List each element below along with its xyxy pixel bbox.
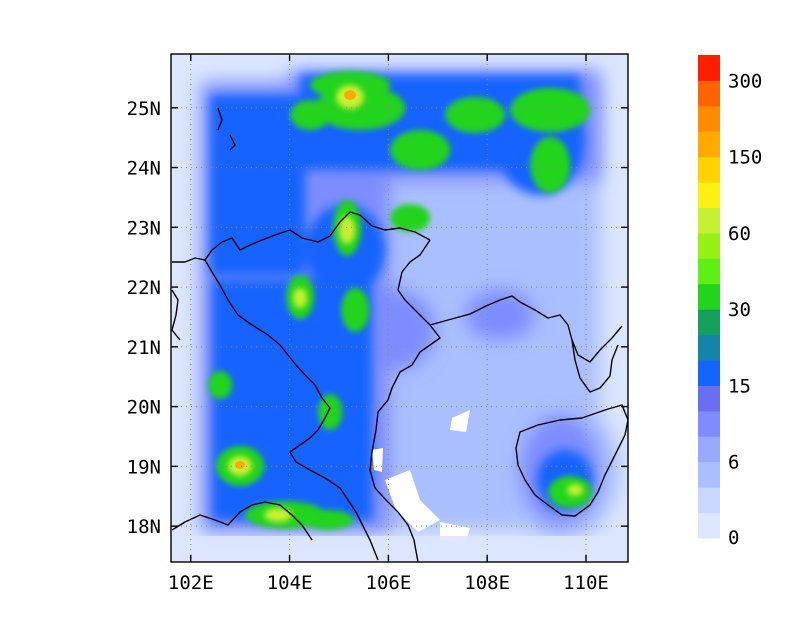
- field-level-orange: [235, 90, 356, 469]
- precipitation-field: [171, 54, 628, 562]
- colorbar-swatch: [698, 385, 720, 412]
- colorbar-swatch: [698, 461, 720, 488]
- coastlines-and-borders: [171, 107, 628, 562]
- colorbar-swatch: [698, 334, 720, 361]
- y-tick-label: 25N: [127, 98, 161, 120]
- colorbar-label: 6: [728, 452, 739, 474]
- x-tick-label: 108E: [464, 572, 510, 594]
- grid-lines: [171, 54, 628, 562]
- colorbar-label: 150: [728, 147, 762, 169]
- colorbar-swatch: [698, 512, 720, 539]
- x-tick-label: 102E: [168, 572, 214, 594]
- x-tick-label: 110E: [563, 572, 609, 594]
- y-axis: 18N 19N 20N 21N 22N 23N 24N 25N: [127, 98, 628, 538]
- colorbar-swatch: [698, 80, 720, 107]
- field-outer-blank: [171, 536, 628, 562]
- colorbar-label: 300: [728, 70, 762, 92]
- colorbar-label: 60: [728, 223, 751, 245]
- leizhou-peninsula: [571, 339, 619, 393]
- colorbar-swatch: [698, 131, 720, 158]
- y-tick-label: 19N: [127, 456, 161, 478]
- y-tick-label: 22N: [127, 277, 161, 299]
- colorbar-swatch: [698, 55, 720, 81]
- x-tick-label: 104E: [267, 572, 313, 594]
- colorbar-swatch: [698, 207, 720, 234]
- x-tick-label: 106E: [366, 572, 412, 594]
- yunnan-fragment: [217, 107, 236, 151]
- china-vietnam-border: [172, 211, 431, 263]
- laos-thailand-border: [171, 501, 313, 541]
- colorbar-swatch: [698, 360, 720, 386]
- x-axis: 102E 104E 106E 108E 110E: [168, 54, 609, 594]
- laos-vietnam-border: [204, 259, 379, 561]
- colorbar-swatch: [698, 182, 720, 209]
- colorbar-label: 0: [728, 527, 739, 549]
- y-tick-label: 21N: [127, 337, 161, 359]
- myanmar-laos-border: [171, 289, 181, 341]
- y-tick-label: 18N: [127, 516, 161, 538]
- colorbar: 0 6 15 30 60 150 300: [698, 55, 762, 549]
- vietnam-coastline: [369, 239, 441, 562]
- colorbar-swatch: [698, 156, 720, 183]
- china-coastline-gulf: [429, 295, 623, 363]
- colorbar-swatch: [698, 232, 720, 259]
- colorbar-swatch: [698, 283, 720, 310]
- colorbar-swatch: [698, 487, 720, 514]
- hainan-island: [515, 404, 628, 517]
- colorbar-swatch: [698, 410, 720, 437]
- colorbar-swatch: [698, 258, 720, 285]
- colorbar-swatch: [698, 309, 720, 336]
- colorbar-label: 30: [728, 299, 751, 321]
- colorbar-swatch: [698, 105, 720, 132]
- colorbar-label: 15: [728, 375, 751, 397]
- plot-frame: [170, 53, 629, 563]
- y-tick-label: 20N: [127, 397, 161, 419]
- colorbar-swatch: [698, 436, 720, 463]
- y-tick-label: 23N: [127, 217, 161, 239]
- y-tick-label: 24N: [127, 158, 161, 180]
